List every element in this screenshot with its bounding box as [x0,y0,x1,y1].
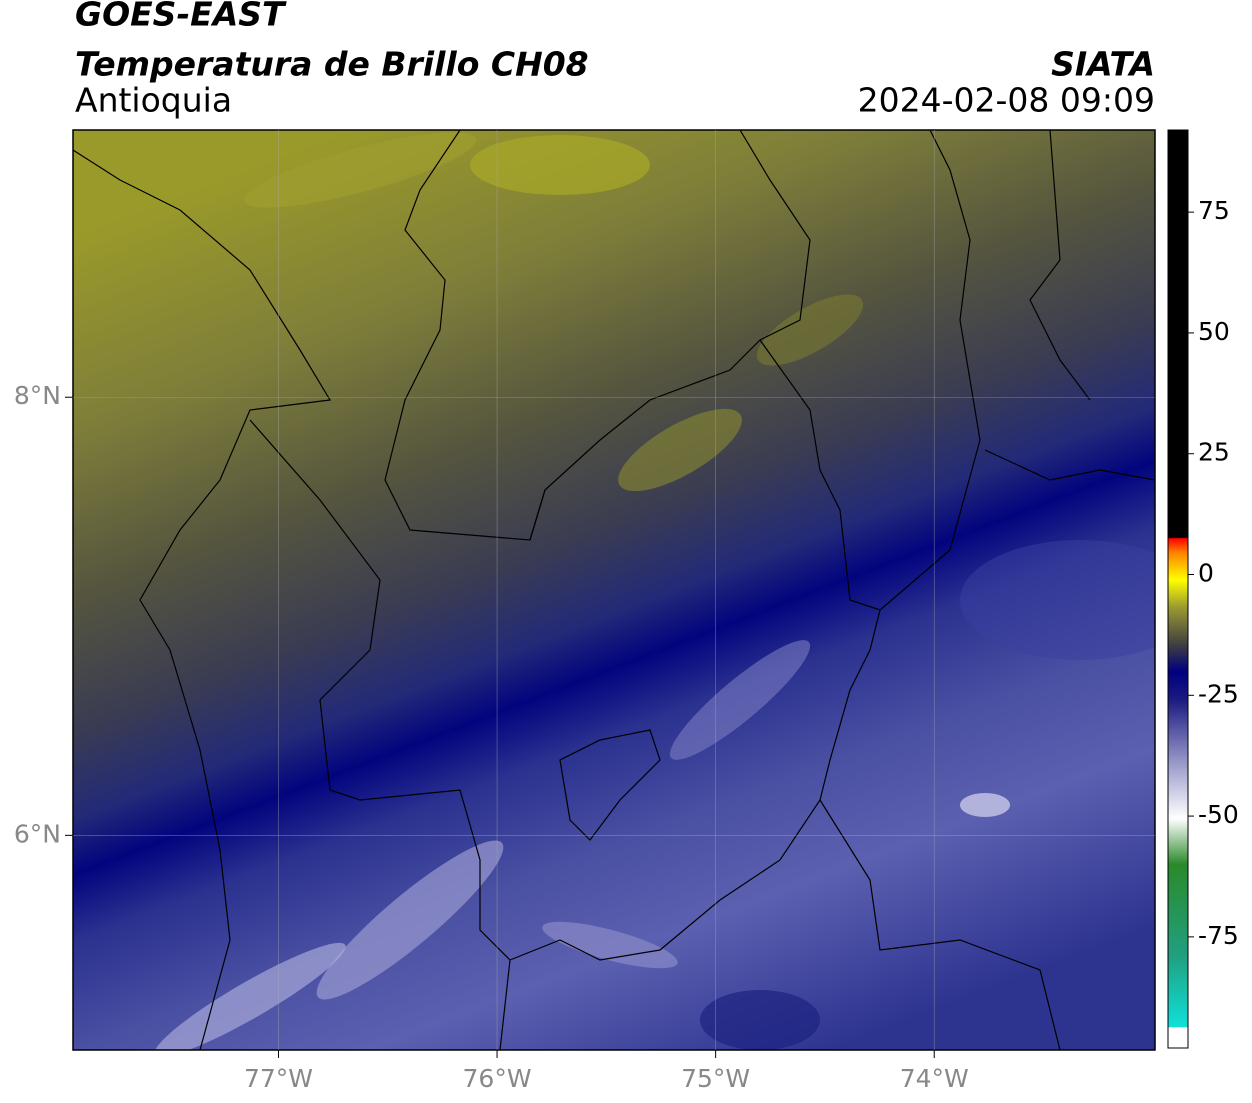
x-tick-label: 74°W [900,1064,969,1093]
colorbar-tick-label: 75 [1198,196,1230,225]
region: Antioquia [75,81,232,120]
colorbar-tick-label: -75 [1198,921,1239,950]
map-frame [72,129,1156,1051]
x-tick-label: 75°W [681,1064,750,1093]
x-tick-label: 76°W [463,1064,532,1093]
colorbar-tick-label: 0 [1198,559,1214,588]
x-tick-label: 77°W [244,1064,313,1093]
timestamp: 2024-02-08 09:09 [858,81,1155,120]
colorbar-tick-label: 25 [1198,438,1230,467]
colorbar-tick-label: -25 [1198,679,1239,708]
colorbar-tick-label: -50 [1198,800,1239,829]
satellite-image [73,130,1155,1050]
organization: SIATA [1051,45,1155,84]
y-tick-label: 8°N [14,381,61,410]
title: GOES-EAST [75,0,287,34]
colorbar [1167,129,1189,1049]
y-tick-label: 6°N [14,819,61,848]
subtitle: Temperatura de Brillo CH08 [75,45,589,84]
colorbar-tick-label: 50 [1198,317,1230,346]
